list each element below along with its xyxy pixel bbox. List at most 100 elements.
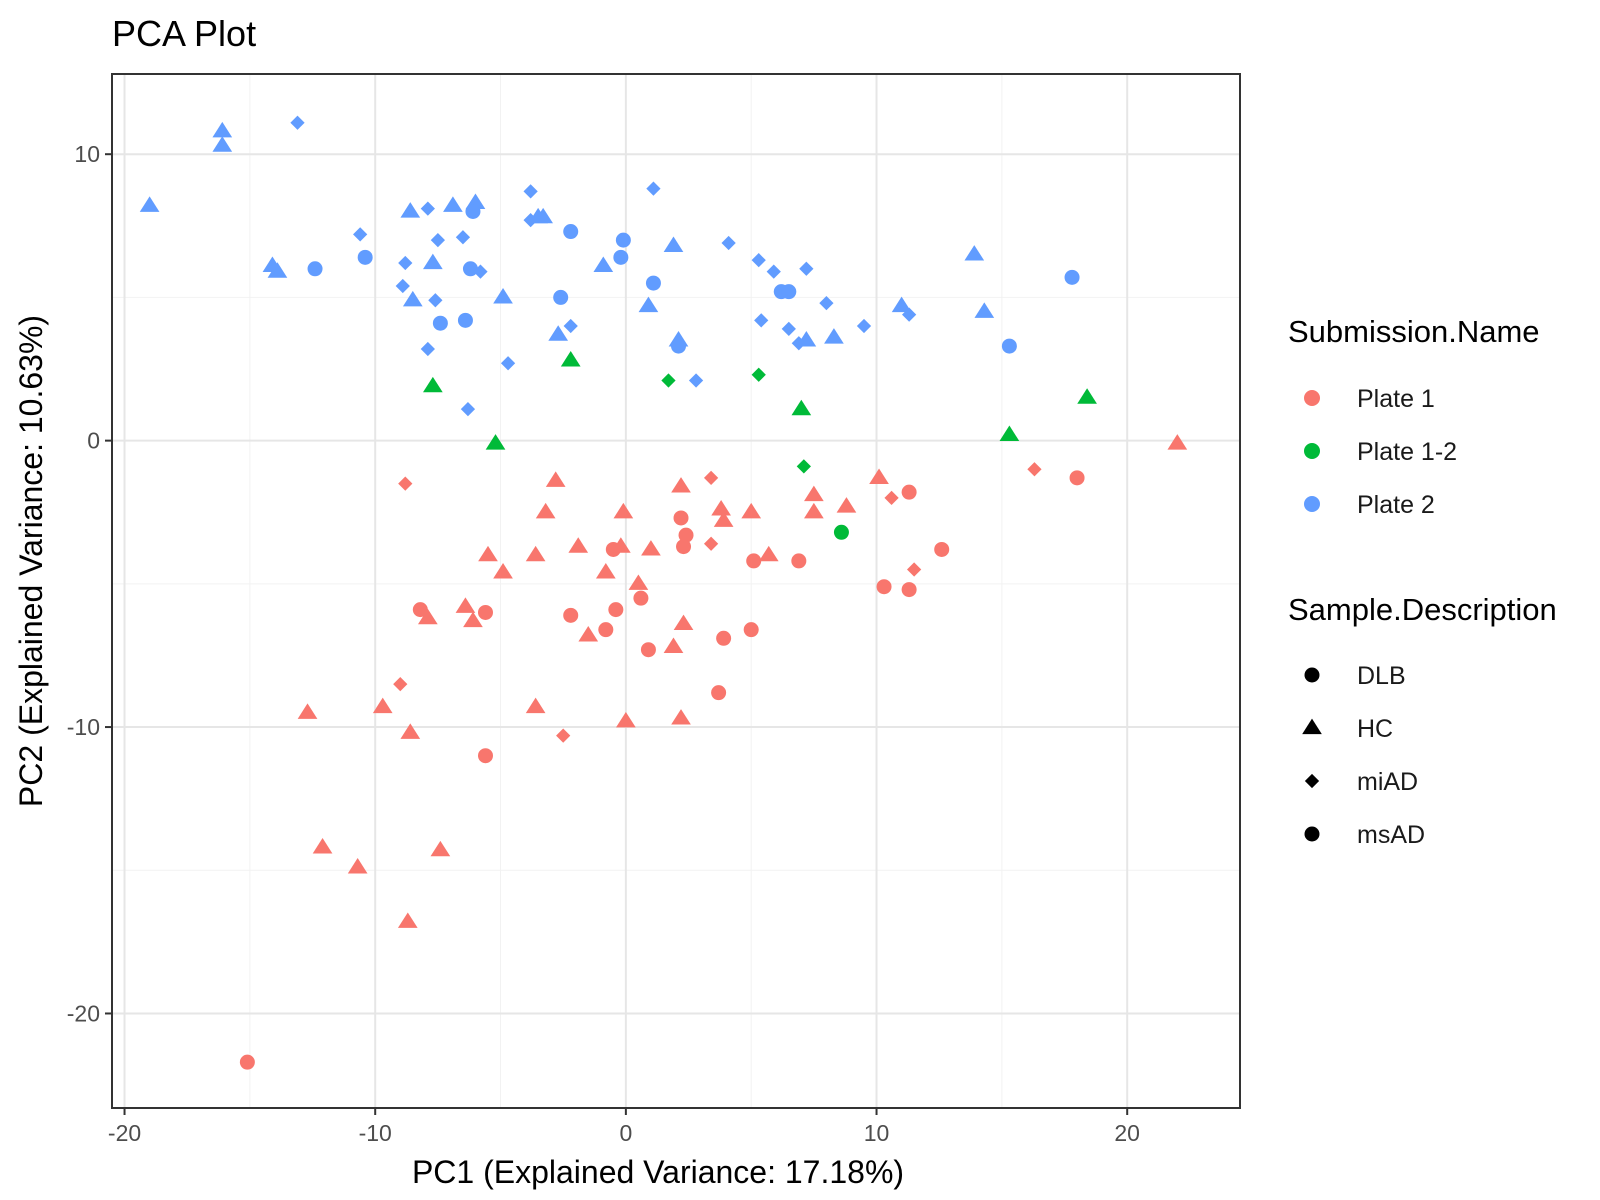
data-point [553, 289, 569, 305]
data-point [791, 553, 807, 569]
data-point [671, 709, 691, 725]
data-point [746, 553, 762, 569]
data-point [804, 502, 824, 519]
data-point [833, 524, 849, 540]
data-point [796, 331, 817, 347]
data-point [646, 181, 661, 196]
data-point [477, 748, 493, 764]
data-point [616, 711, 636, 728]
data-point [525, 545, 546, 562]
data-point [743, 622, 759, 638]
data-point [1064, 269, 1080, 285]
y-tick-label: 0 [87, 428, 100, 454]
data-point [462, 261, 478, 277]
panel-border [111, 73, 1241, 1109]
data-point [934, 541, 950, 557]
data-point [212, 136, 233, 152]
data-point [856, 318, 872, 334]
data-point [139, 196, 160, 212]
data-point [703, 470, 719, 485]
data-point [485, 434, 506, 450]
data-point [869, 468, 889, 484]
data-point [353, 227, 368, 242]
data-point [791, 399, 812, 416]
data-point [741, 502, 762, 519]
data-point [645, 275, 661, 291]
color-legend-key [1304, 390, 1320, 406]
data-point [430, 840, 451, 857]
data-point [523, 184, 538, 199]
data-point [711, 499, 731, 516]
data-point [398, 476, 413, 491]
x-tick-label: 0 [619, 1120, 632, 1146]
data-point [611, 537, 631, 553]
x-tick-label: 10 [864, 1120, 890, 1146]
data-point [393, 676, 408, 692]
data-point [402, 290, 423, 307]
data-point [493, 288, 513, 304]
data-point [901, 484, 917, 500]
data-point [535, 502, 556, 519]
data-point [460, 401, 476, 417]
data-point [398, 255, 413, 271]
y-axis-title: PC2 (Explained Variance: 10.63%) [13, 315, 49, 807]
data-point [891, 296, 912, 313]
data-point [671, 338, 687, 354]
data-point [1069, 470, 1085, 486]
data-point [713, 511, 734, 527]
data-point [711, 685, 727, 701]
data-point [876, 579, 892, 595]
data-point [824, 328, 844, 344]
shape-legend-label: msAD [1357, 821, 1425, 849]
data-point [964, 245, 985, 261]
data-point [412, 602, 428, 618]
data-point [423, 253, 443, 270]
data-point [417, 608, 438, 625]
points-layer [139, 115, 1188, 1070]
data-point [473, 264, 488, 279]
data-point [640, 642, 656, 658]
data-point [678, 527, 694, 543]
color-legend-label: Plate 2 [1357, 491, 1435, 519]
data-point [400, 723, 421, 739]
data-point [598, 622, 614, 638]
data-point [615, 232, 631, 248]
data-point [907, 562, 922, 577]
data-point [884, 490, 899, 506]
x-tick-label: 20 [1114, 1120, 1140, 1146]
data-point [766, 264, 781, 279]
shape-legend-key [1304, 667, 1320, 683]
data-point [781, 284, 797, 300]
data-point [423, 376, 443, 393]
data-point [307, 261, 323, 277]
data-point [455, 230, 471, 245]
data-point [663, 637, 684, 653]
data-point [663, 236, 684, 252]
data-point [500, 356, 516, 371]
data-point [430, 233, 445, 248]
data-point [799, 261, 814, 276]
data-point [357, 249, 373, 265]
data-point [477, 604, 493, 620]
data-point [999, 425, 1020, 441]
data-point [455, 597, 476, 613]
data-point [395, 278, 410, 294]
data-point [212, 121, 233, 138]
data-point [267, 262, 288, 278]
shape-legend-label: miAD [1357, 768, 1418, 796]
shape-legend-label: HC [1357, 715, 1393, 743]
data-point [443, 196, 463, 212]
data-point [556, 728, 571, 743]
data-point [676, 539, 692, 555]
data-point [420, 201, 435, 216]
x-tick-label: -20 [108, 1120, 141, 1146]
data-point [578, 626, 599, 642]
data-point [804, 485, 824, 502]
data-point [716, 630, 732, 646]
data-point [372, 697, 393, 714]
data-point [754, 313, 769, 328]
data-point [563, 318, 578, 334]
color-legend-label: Plate 1 [1357, 385, 1435, 413]
y-tick-label: 10 [74, 141, 100, 167]
